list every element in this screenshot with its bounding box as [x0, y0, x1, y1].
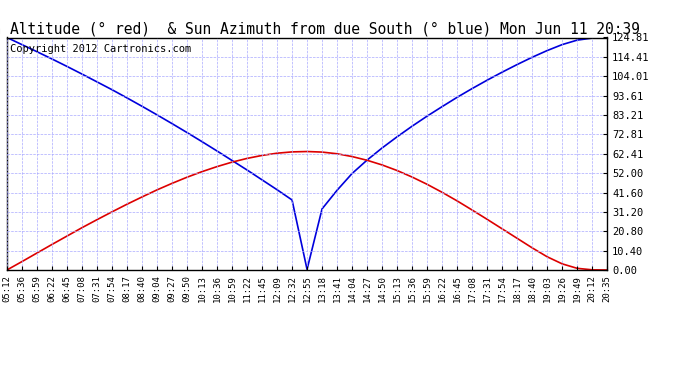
Text: Copyright 2012 Cartronics.com: Copyright 2012 Cartronics.com: [10, 45, 191, 54]
Title: Sun Altitude (° red)  & Sun Azimuth from due South (° blue) Mon Jun 11 20:39: Sun Altitude (° red) & Sun Azimuth from …: [0, 21, 640, 36]
